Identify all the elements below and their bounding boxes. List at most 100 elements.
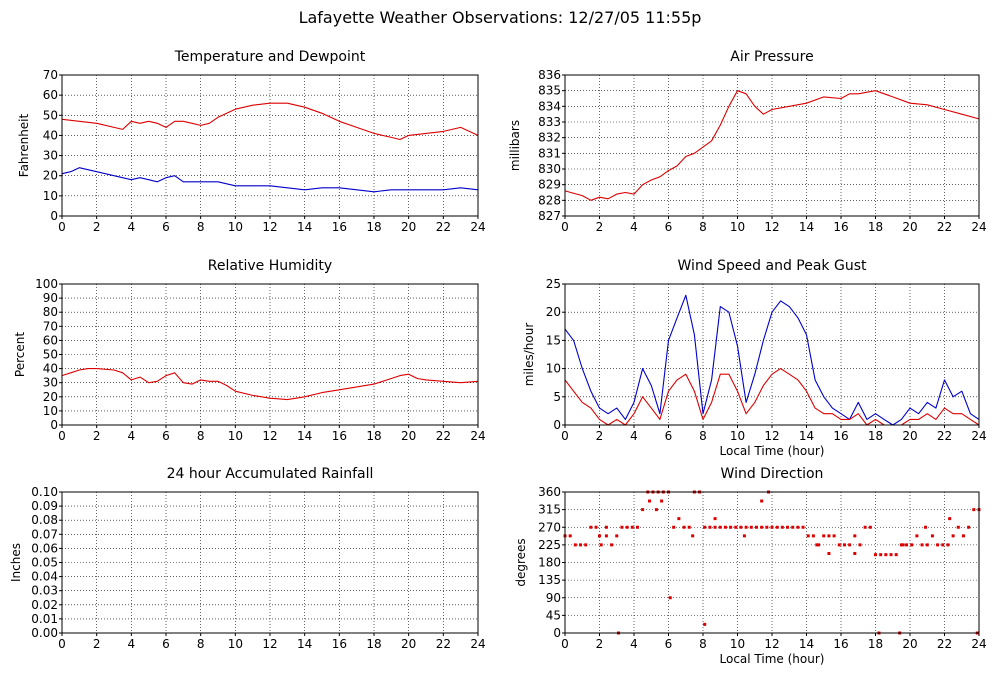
data-point xyxy=(641,508,645,512)
x-tick-label: 2 xyxy=(93,637,101,651)
x-axis-label: Local Time (hour) xyxy=(720,444,825,458)
data-point xyxy=(905,543,909,547)
y-tick-label: 30 xyxy=(43,376,58,390)
x-tick-label: 24 xyxy=(470,429,485,443)
x-tick-label: 16 xyxy=(833,220,848,234)
data-point xyxy=(760,525,764,529)
data-point xyxy=(630,525,634,529)
x-tick-label: 8 xyxy=(197,220,205,234)
data-point xyxy=(703,622,707,626)
page-title: Lafayette Weather Observations: 12/27/05… xyxy=(298,8,702,27)
data-point xyxy=(936,543,940,547)
y-tick-label: 100 xyxy=(35,277,58,291)
data-point xyxy=(687,525,691,529)
chart-title: Temperature and Dewpoint xyxy=(174,49,366,65)
data-point xyxy=(796,525,800,529)
data-point xyxy=(648,499,652,503)
data-point xyxy=(760,499,764,503)
data-point xyxy=(780,525,784,529)
y-tick-label: 0 xyxy=(50,418,58,432)
series-1 xyxy=(564,90,980,201)
y-tick-label: 834 xyxy=(538,99,561,113)
x-tick-label: 12 xyxy=(764,637,779,651)
y-axis-label: Inches xyxy=(9,543,23,582)
x-tick-label: 18 xyxy=(868,637,883,651)
x-tick-label: 0 xyxy=(58,637,66,651)
data-point xyxy=(946,543,950,547)
y-tick-label: 50 xyxy=(43,348,58,362)
y-tick-label: 0.10 xyxy=(31,485,58,499)
x-tick-label: 20 xyxy=(401,637,416,651)
x-tick-label: 14 xyxy=(799,220,814,234)
data-point xyxy=(827,534,831,538)
data-point xyxy=(817,543,821,547)
y-axis-label: Fahrenheit xyxy=(17,113,31,177)
x-tick-label: 12 xyxy=(262,429,277,443)
x-tick-label: 0 xyxy=(561,637,569,651)
y-tick-label: 0 xyxy=(553,626,561,640)
x-tick-label: 20 xyxy=(902,220,917,234)
y-tick-label: 25 xyxy=(546,277,561,291)
data-point xyxy=(615,534,619,538)
x-tick-label: 10 xyxy=(228,220,243,234)
x-tick-label: 4 xyxy=(128,429,136,443)
series-line xyxy=(61,102,479,141)
data-point xyxy=(713,525,717,529)
data-point xyxy=(801,525,805,529)
y-tick-label: 45 xyxy=(546,608,561,622)
data-point xyxy=(874,553,877,557)
data-point xyxy=(858,543,862,547)
y-tick-label: 833 xyxy=(538,115,561,129)
data-point xyxy=(951,534,955,538)
x-tick-label: 16 xyxy=(833,429,848,443)
data-point xyxy=(770,525,774,529)
x-tick-label: 4 xyxy=(630,429,638,443)
data-point xyxy=(822,534,826,538)
data-point xyxy=(956,525,960,529)
x-tick-label: 20 xyxy=(902,429,917,443)
plot-frame xyxy=(61,491,479,634)
data-point xyxy=(868,525,872,529)
chart-title: Wind Direction xyxy=(721,466,824,482)
y-tick-label: 20 xyxy=(546,305,561,319)
y-tick-label: 10 xyxy=(43,404,58,418)
data-point xyxy=(920,543,924,547)
x-tick-label: 14 xyxy=(297,220,312,234)
y-tick-label: 0.01 xyxy=(31,612,58,626)
x-tick-label: 14 xyxy=(799,429,814,443)
data-point xyxy=(723,525,727,529)
x-tick-label: 8 xyxy=(197,637,205,651)
grid-lines xyxy=(62,75,478,216)
data-point xyxy=(599,543,603,547)
data-point xyxy=(791,525,795,529)
data-point xyxy=(863,525,867,529)
data-point xyxy=(832,534,836,538)
x-tick-label: 0 xyxy=(58,220,66,234)
data-point xyxy=(742,534,746,538)
plot-frame xyxy=(564,491,980,634)
series-line xyxy=(564,90,980,201)
x-tick-label: 18 xyxy=(366,637,381,651)
x-tick-label: 24 xyxy=(971,220,986,234)
data-point xyxy=(848,543,852,547)
data-point xyxy=(842,543,846,547)
y-tick-label: 836 xyxy=(538,68,561,82)
y-tick-label: 90 xyxy=(546,591,561,605)
chart-title: 24 hour Accumulated Rainfall xyxy=(167,466,374,482)
x-tick-label: 6 xyxy=(665,637,673,651)
plot-frame xyxy=(61,74,479,217)
y-tick-label: 829 xyxy=(538,178,561,192)
y-tick-label: 0.07 xyxy=(31,527,58,541)
data-point xyxy=(584,543,588,547)
x-tick-label: 0 xyxy=(561,429,569,443)
y-tick-label: 832 xyxy=(538,131,561,145)
y-tick-label: 20 xyxy=(43,390,58,404)
x-tick-label: 12 xyxy=(764,429,779,443)
y-tick-label: 0.03 xyxy=(31,584,58,598)
x-tick-label: 0 xyxy=(561,220,569,234)
y-tick-label: 0.04 xyxy=(31,570,58,584)
